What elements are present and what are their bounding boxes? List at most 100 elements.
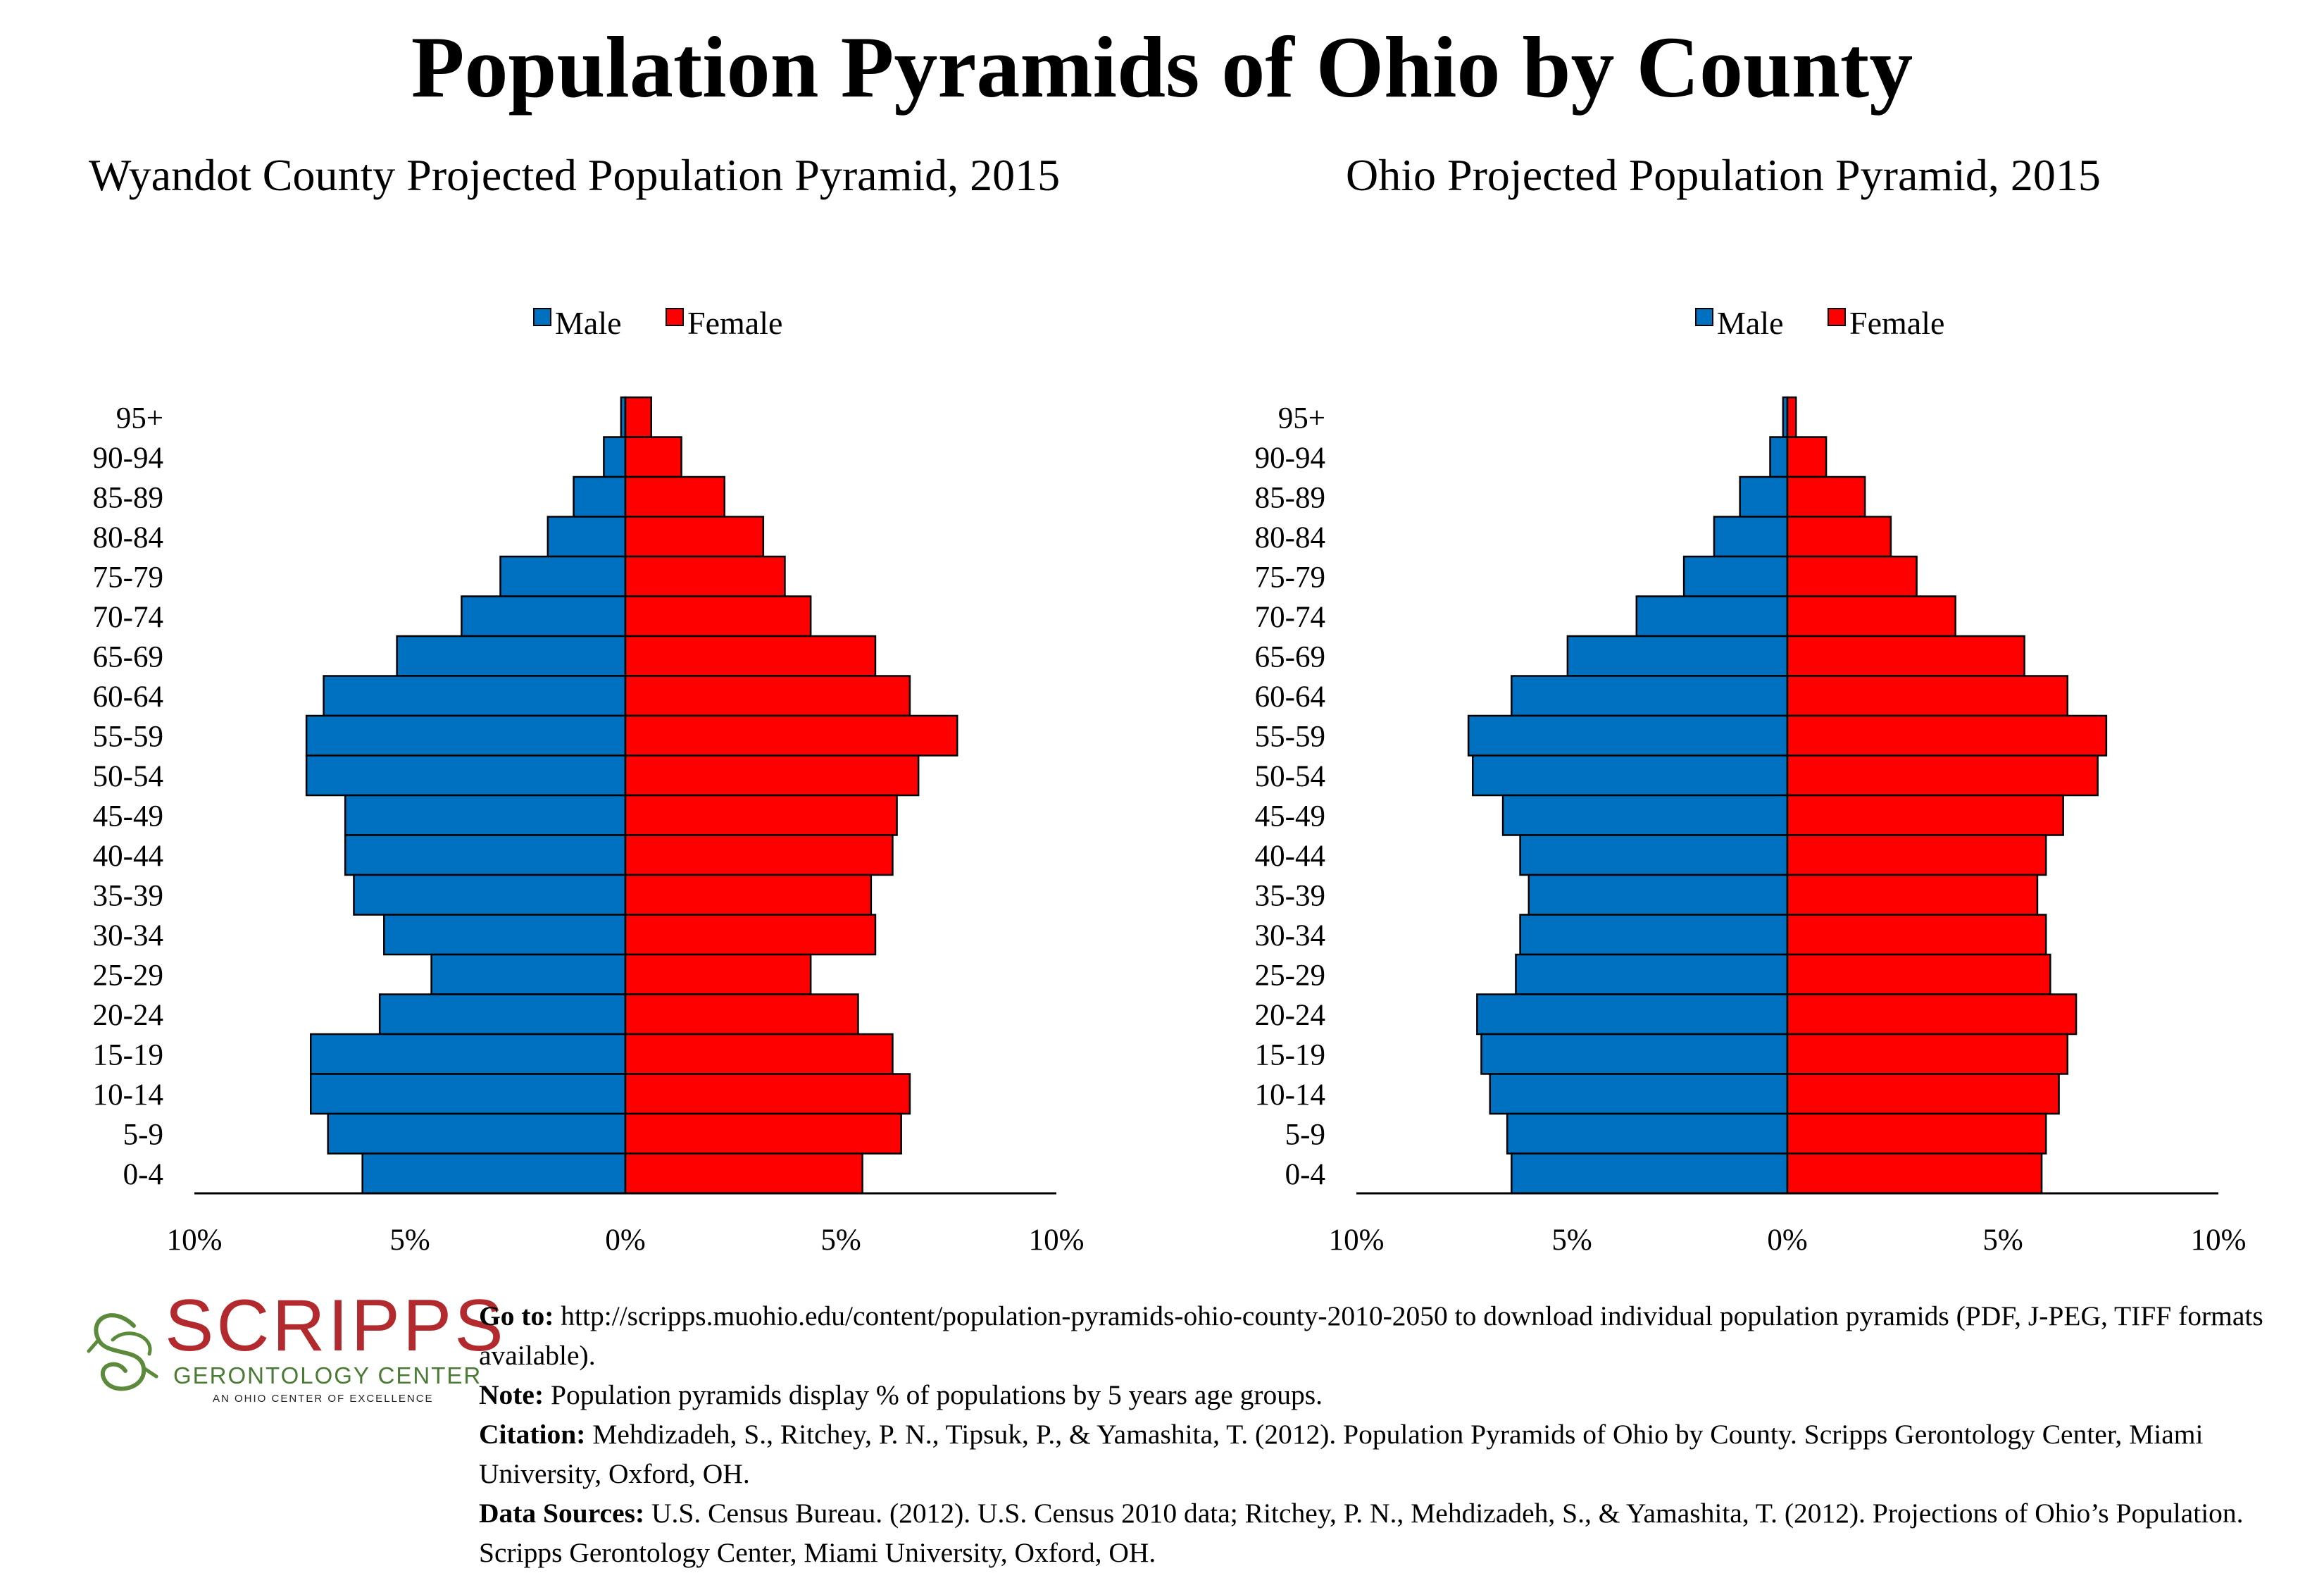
- bar-female-20-24: [624, 993, 859, 1036]
- bar-female-80-84: [1786, 516, 1892, 558]
- citation-label: Citation:: [479, 1419, 586, 1450]
- age-label-25-29: 25-29: [1255, 959, 1325, 992]
- bar-male-25-29: [430, 953, 627, 995]
- logo-subtitle: GERONTOLOGY CENTER: [173, 1362, 482, 1388]
- bar-male-75-79: [1682, 555, 1789, 597]
- bar-female-85-89: [624, 476, 726, 518]
- x-tick-label: 10%: [1329, 1224, 1385, 1257]
- age-label-70-74: 70-74: [1255, 601, 1325, 634]
- bar-male-85-89: [573, 476, 627, 518]
- bar-male-10-14: [309, 1073, 627, 1115]
- bar-female-85-89: [1786, 476, 1866, 518]
- bar-female-30-34: [624, 914, 877, 956]
- age-label-45-49: 45-49: [1255, 800, 1325, 833]
- bar-female-50-54: [624, 754, 920, 797]
- bar-male-15-19: [309, 1033, 627, 1075]
- x-tick-label: 0%: [605, 1224, 645, 1257]
- bar-male-80-84: [546, 516, 627, 558]
- bar-female-5-9: [1786, 1112, 2047, 1155]
- bar-female-35-39: [1786, 874, 2039, 916]
- bar-male-45-49: [1501, 794, 1789, 836]
- sources-text: U.S. Census Bureau. (2012). U.S. Census …: [479, 1498, 2244, 1568]
- chart-title: Ohio Projected Population Pyramid, 2015: [1346, 150, 2101, 200]
- x-tick-label: 10%: [2191, 1224, 2247, 1257]
- x-tick-label: 5%: [820, 1224, 861, 1257]
- bar-female-20-24: [1786, 993, 2078, 1036]
- citation-text: Mehdizadeh, S., Ritchey, P. N., Tipsuk, …: [479, 1419, 2204, 1489]
- age-label-60-64: 60-64: [1255, 680, 1325, 714]
- bar-male-40-44: [344, 834, 627, 876]
- age-label-45-49: 45-49: [93, 800, 163, 833]
- age-label-85-89: 85-89: [1255, 481, 1325, 514]
- legend-male-label: Male: [1717, 305, 1784, 341]
- age-label-50-54: 50-54: [93, 760, 163, 793]
- bar-female-30-34: [1786, 914, 2047, 956]
- bar-male-10-14: [1489, 1073, 1789, 1115]
- x-tick-label: 10%: [1029, 1224, 1085, 1257]
- legend-female-label: Female: [1849, 305, 1944, 341]
- age-label-30-34: 30-34: [1255, 919, 1325, 952]
- age-label-50-54: 50-54: [1255, 760, 1325, 793]
- age-label-95+: 95+: [116, 402, 163, 435]
- note-label: Note:: [479, 1379, 544, 1410]
- goto-label: Go to:: [479, 1300, 554, 1331]
- bar-female-0-4: [624, 1152, 863, 1195]
- bar-male-25-29: [1515, 953, 1789, 995]
- logo-tagline: AN OHIO CENTER OF EXCELLENCE: [213, 1393, 434, 1405]
- bar-male-80-84: [1713, 516, 1789, 558]
- citation-note: Citation: Mehdizadeh, S., Ritchey, P. N.…: [479, 1415, 2317, 1493]
- bar-female-45-49: [624, 794, 898, 836]
- bar-female-60-64: [1786, 675, 2069, 717]
- age-label-75-79: 75-79: [93, 561, 163, 594]
- bar-male-0-4: [1511, 1152, 1789, 1195]
- legend-male-label: Male: [555, 305, 622, 341]
- logo-wordmark: SCRIPPS: [165, 1285, 506, 1367]
- age-label-65-69: 65-69: [1255, 640, 1325, 673]
- age-label-30-34: 30-34: [93, 919, 163, 952]
- bar-female-95+: [624, 396, 652, 438]
- bar-female-55-59: [624, 714, 958, 757]
- age-label-20-24: 20-24: [93, 999, 163, 1032]
- age-label-15-19: 15-19: [93, 1038, 163, 1071]
- bar-female-75-79: [624, 555, 786, 597]
- bar-male-30-34: [1519, 914, 1789, 956]
- bar-male-35-39: [1528, 874, 1789, 916]
- wyandot-pyramid-chart: Wyandot County Projected Population Pyra…: [89, 150, 1085, 1257]
- age-label-5-9: 5-9: [123, 1118, 163, 1151]
- age-label-35-39: 35-39: [93, 879, 163, 912]
- bar-female-50-54: [1786, 754, 2099, 797]
- age-label-0-4: 0-4: [123, 1158, 163, 1191]
- x-tick-label: 5%: [1982, 1224, 2023, 1257]
- age-label-90-94: 90-94: [1255, 442, 1325, 475]
- footer: SCRIPPS GERONTOLOGY CENTER AN OHIO CENTE…: [0, 1282, 2324, 1585]
- bar-female-10-14: [624, 1073, 911, 1115]
- age-label-5-9: 5-9: [1285, 1118, 1325, 1151]
- x-tick-label: 5%: [389, 1224, 430, 1257]
- bar-male-20-24: [378, 993, 627, 1036]
- bar-female-40-44: [1786, 834, 2047, 876]
- bar-female-60-64: [624, 675, 911, 717]
- bar-female-70-74: [624, 595, 812, 638]
- age-label-10-14: 10-14: [93, 1079, 163, 1112]
- bar-male-85-89: [1739, 476, 1789, 518]
- bar-female-25-29: [624, 953, 812, 995]
- bar-male-40-44: [1519, 834, 1789, 876]
- goto-text: http://scripps.muohio.edu/content/popula…: [479, 1300, 2263, 1371]
- bar-female-35-39: [624, 874, 873, 916]
- bar-female-0-4: [1786, 1152, 2043, 1195]
- bar-male-65-69: [1566, 635, 1789, 677]
- legend-female-label: Female: [687, 305, 782, 341]
- bar-female-65-69: [624, 635, 877, 677]
- age-label-55-59: 55-59: [1255, 720, 1325, 753]
- bar-female-90-94: [624, 436, 682, 478]
- bar-male-5-9: [1506, 1112, 1789, 1155]
- bar-male-70-74: [1635, 595, 1789, 638]
- age-label-35-39: 35-39: [1255, 879, 1325, 912]
- x-tick-label: 5%: [1551, 1224, 1592, 1257]
- bar-male-55-59: [1467, 714, 1789, 757]
- bar-female-90-94: [1786, 436, 1828, 478]
- bar-male-30-34: [383, 914, 627, 956]
- age-label-95+: 95+: [1278, 402, 1325, 435]
- x-tick-label: 0%: [1767, 1224, 1807, 1257]
- age-label-25-29: 25-29: [93, 959, 163, 992]
